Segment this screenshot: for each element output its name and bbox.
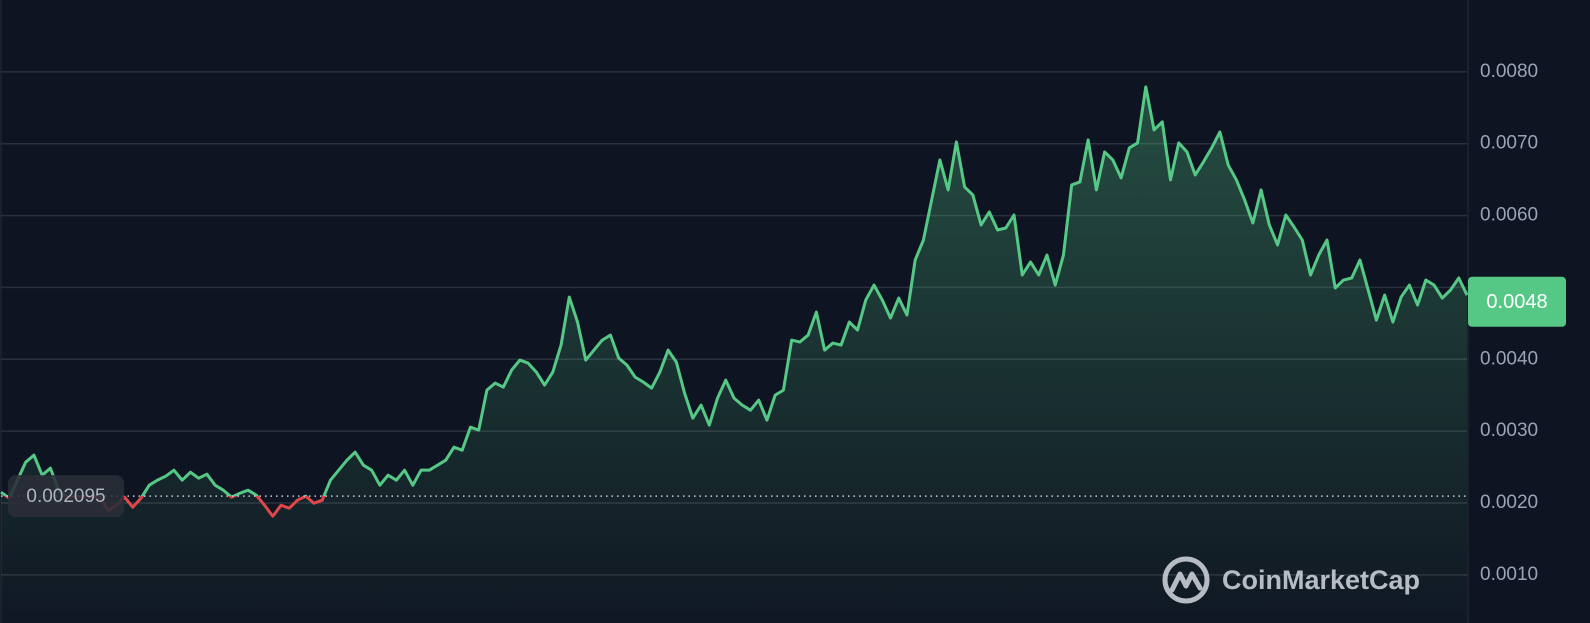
y-tick-label: 0.0030 — [1480, 420, 1538, 441]
baseline-tag — [8, 475, 124, 518]
baseline-label: 0.002095 — [26, 486, 105, 507]
y-tick-label: 0.0080 — [1480, 61, 1538, 82]
price-tag — [1468, 276, 1566, 327]
y-tick-label: 0.0040 — [1480, 348, 1538, 369]
logo — [1162, 556, 1210, 604]
y-tick-label: 0.0010 — [1480, 564, 1538, 585]
logo-mark — [1169, 571, 1203, 593]
price-line — [0, 85, 1469, 518]
watermark-text: CoinMarketCap — [1222, 565, 1420, 595]
y-tick-label: 0.0060 — [1480, 205, 1538, 226]
area — [1, 86, 1467, 623]
y-tick-label: 0.0070 — [1480, 133, 1538, 154]
price-label: 0.0048 — [1486, 291, 1547, 313]
plot — [0, 85, 1469, 623]
overlay: 0.00100.00200.00300.00400.00500.00600.00… — [1, 61, 1566, 585]
watermark: CoinMarketCap — [1162, 556, 1420, 604]
y-tick-label: 0.0020 — [1480, 492, 1538, 513]
